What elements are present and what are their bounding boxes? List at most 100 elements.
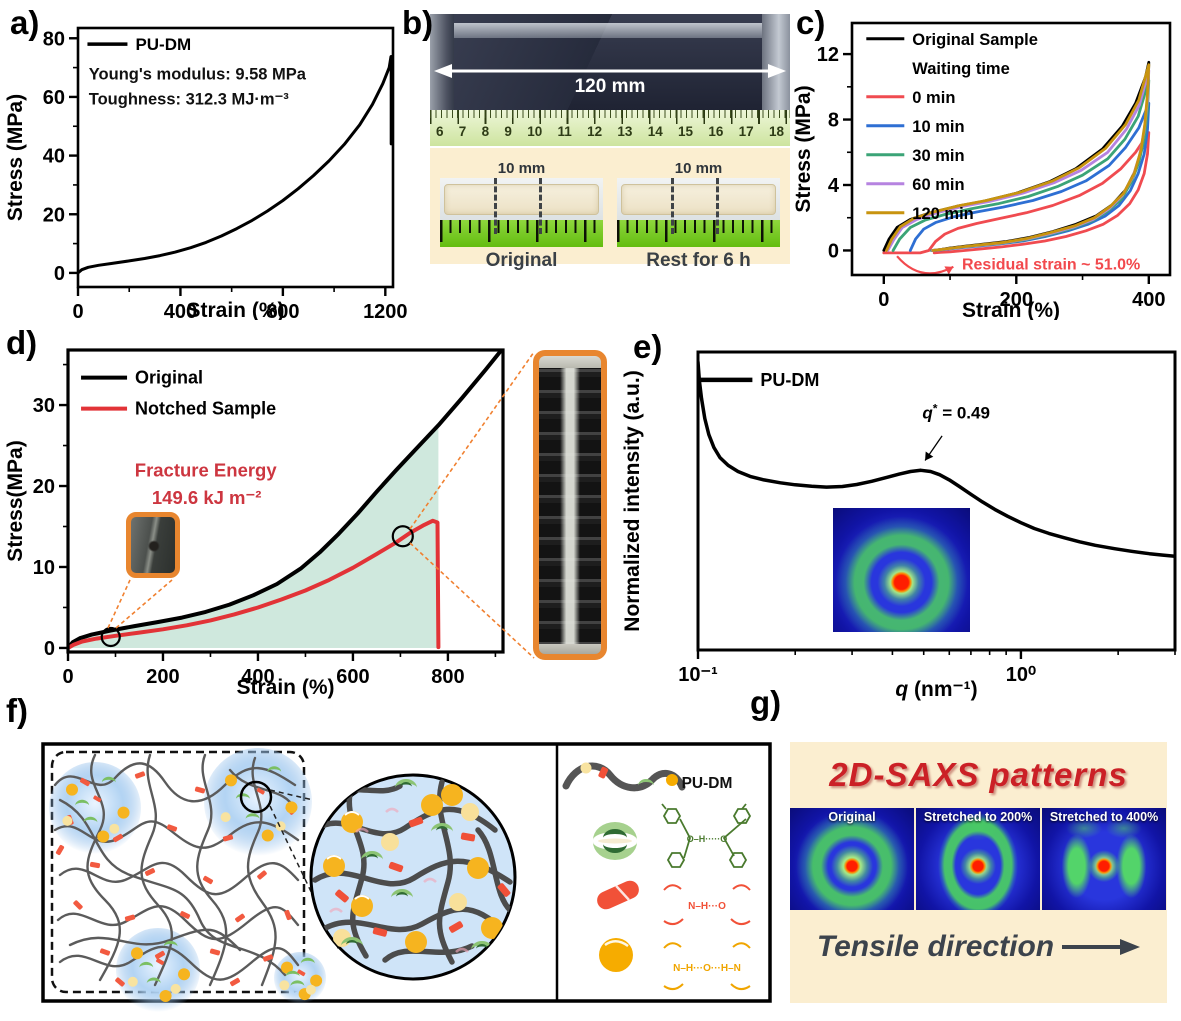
tensile-direction-label: Tensile direction: [816, 930, 1055, 963]
svg-text:60: 60: [43, 87, 65, 109]
axis-ticks: 10⁻¹ 10⁰: [678, 650, 1176, 686]
legend-label: PU-DM: [760, 370, 819, 390]
stretched-sample-photo: 120 mm: [430, 14, 790, 110]
svg-text:0: 0: [44, 638, 55, 660]
svg-text:8: 8: [828, 110, 839, 132]
ruler-number: 12: [587, 124, 603, 139]
crosslink-markers: [55, 771, 295, 987]
x-axis-label: q (nm⁻¹): [895, 678, 977, 701]
urea-structure: [663, 942, 751, 990]
saxs-pattern-s200: Stretched to 200%: [916, 808, 1040, 910]
polymer-chains: [53, 753, 300, 987]
svg-text:200: 200: [1000, 289, 1033, 311]
left-clamp: [430, 14, 454, 110]
tensile-direction-arrow: [1062, 939, 1141, 955]
legend-label: Original Sample: [912, 31, 1038, 49]
axis-ticks: 0 400 800 1200 0 20 40 60 80: [43, 28, 408, 320]
gauge-mark-left: [670, 178, 674, 234]
saxs-tiles-row: Original Stretched to 200% Stretched to 40…: [790, 808, 1167, 910]
gauge-mark-right: [539, 178, 543, 234]
legend: Original Notched Sample: [81, 368, 276, 419]
d-series: [68, 350, 503, 650]
chart-saxs-intensity: 10⁻¹ 10⁰ q (nm⁻¹) Normalized intensity (a.u…: [621, 350, 1177, 701]
legend-label: 120 min: [912, 205, 973, 223]
axis-frame: [696, 350, 1177, 652]
legend-title: PU-DM: [682, 775, 733, 792]
saxs-patterns-title: 2D-SAXS patterns: [829, 756, 1128, 793]
e-series: [698, 360, 1175, 559]
ruler-number: 9: [504, 124, 512, 139]
legend: PU-DM: [700, 370, 819, 390]
ruler-ticks: [430, 110, 790, 124]
legend-label: PU-DM: [135, 35, 191, 54]
svg-text:0: 0: [62, 666, 73, 688]
domain-beads: [62, 766, 323, 1003]
panel-label-g: g): [750, 684, 782, 721]
centimeter-ruler: 6 7 8 9 10 11 12 13 14 15 16 17 18: [430, 110, 790, 146]
svg-text:0: 0: [54, 263, 65, 285]
legend: Original Sample Waiting time 0 min 10 min 30…: [866, 31, 1038, 223]
svg-text:1200: 1200: [363, 301, 408, 320]
svg-text:10⁰: 10⁰: [1006, 664, 1036, 686]
axis-frame: [76, 26, 395, 289]
dm-structure: [661, 803, 752, 868]
y-axis-label: Stress (MPa): [792, 85, 815, 212]
legend-label: 10 min: [912, 118, 964, 136]
zoom-circle-contents: [312, 779, 515, 965]
svg-text:800: 800: [266, 301, 299, 320]
carbamate-bond-label: N–H···O: [688, 901, 726, 912]
series-fracture-energy-area: [68, 425, 439, 648]
legend-label: Original: [135, 368, 203, 388]
millimeter-ruler: [617, 220, 780, 247]
svg-text:0: 0: [878, 289, 889, 311]
zoom-source-circle: [239, 780, 273, 814]
stretched-notched-sample-photo: [533, 350, 607, 660]
svg-text:20: 20: [43, 204, 65, 226]
svg-text:4: 4: [828, 175, 840, 197]
ruler-number: 17: [738, 124, 754, 139]
gauge-length-label: 10 mm: [674, 160, 723, 177]
network-schematic: PU-DM O–H·····O N–H···O: [41, 742, 772, 1012]
zoom-guide-line-top: [269, 789, 314, 801]
annotation-text: Residual strain ~ 51.0%: [962, 256, 1140, 273]
sample-photo-original: [440, 178, 603, 220]
carbamate-icon: [597, 880, 639, 910]
series-0 min: [882, 131, 1151, 255]
ruler-numbers: 6 7 8 9 10 11 12 13 14 15 16 17 18: [430, 124, 790, 139]
x-axis-label: Strain (%): [236, 676, 334, 699]
ruler-number: 11: [557, 124, 572, 139]
gauge-mark-left: [493, 178, 497, 234]
axis-ticks: 0 200 400 600 800 0 10 20 30: [33, 363, 497, 688]
ruler-number: 18: [768, 124, 784, 139]
svg-text:400: 400: [241, 666, 274, 688]
sample-rectangle: [621, 184, 776, 215]
sample-tile-original: 10 mm Original: [440, 160, 603, 271]
panel-label-d: d): [6, 324, 38, 361]
y-axis-label: Stress (MPa): [4, 94, 27, 221]
sample-caption: Original: [485, 250, 558, 271]
length-dimension-arrow: [434, 64, 786, 78]
legend-label: Notched Sample: [135, 399, 276, 419]
ruler-number: 6: [436, 124, 444, 139]
right-clamp: [762, 14, 790, 110]
legend-label: Waiting time: [912, 60, 1009, 78]
millimeter-ruler: [440, 220, 603, 247]
svg-text:12: 12: [817, 44, 839, 66]
stretched-sample-strip: [450, 23, 768, 38]
sample-comparison-strip: 10 mm Original 10 mm Rest for 6 h: [430, 148, 790, 271]
gauge-length-label: 10 mm: [497, 160, 546, 177]
annotation-text: Toughness: 312.3 MJ·m⁻³: [89, 90, 290, 108]
svg-text:80: 80: [43, 28, 65, 50]
saxs-2d-inset: [833, 508, 970, 632]
legend-label: 0 min: [912, 89, 955, 107]
ruler-number: 16: [708, 124, 724, 139]
annotation-text: Young's modulus: 9.58 MPa: [89, 65, 307, 83]
legend-label: 60 min: [912, 176, 964, 194]
x-axis-label: Strain (%): [962, 299, 1060, 320]
data-marker: [391, 525, 414, 548]
svg-text:10: 10: [33, 557, 55, 579]
ruler-number: 13: [617, 124, 633, 139]
panel-b-photos: 120 mm 6 7 8 9 10 11 12 13 14 15 16 17 18 10 mm Orig…: [430, 14, 790, 271]
panel-label-a: a): [10, 4, 40, 41]
